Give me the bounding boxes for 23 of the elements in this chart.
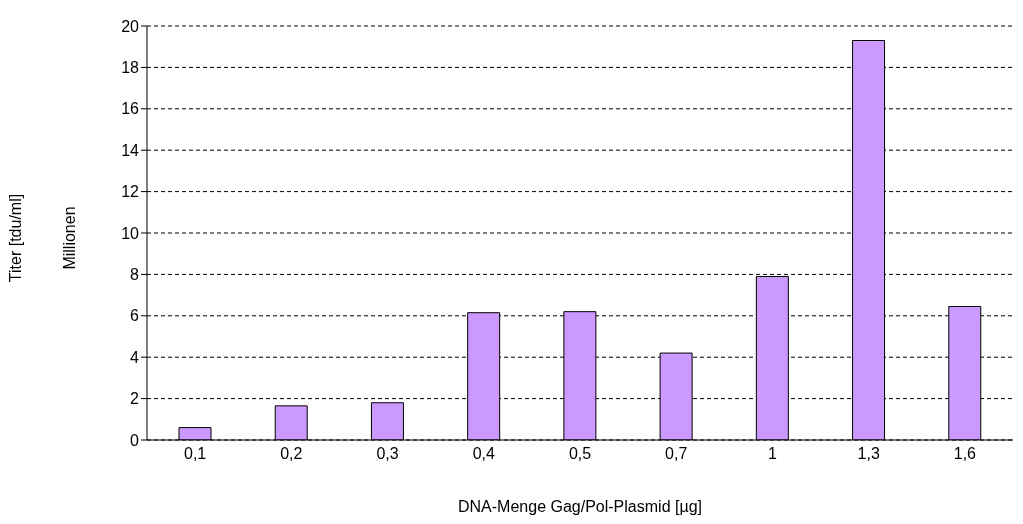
x-tick-label: 0,5 [568, 445, 592, 463]
y-tick-label: 16 [121, 100, 140, 118]
x-tick-label: 1,6 [953, 445, 977, 463]
y-tick-label: 10 [121, 224, 140, 242]
x-tick-label: 0,1 [183, 445, 207, 463]
x-tick-label: 0,4 [472, 445, 495, 463]
x-tick-label: 1,3 [857, 445, 880, 463]
x-tick-label: 0,2 [280, 445, 303, 463]
text: Millionen [61, 206, 79, 270]
y-tick-label: 14 [121, 141, 140, 159]
x-tick-label: 0,3 [376, 445, 399, 463]
text: Titer [tdu/ml] [7, 193, 25, 283]
x-axis-title: DNA-Menge Gag/Pol-Plasmid [µg] [458, 498, 702, 515]
y-tick-label: 4 [130, 348, 140, 366]
y-tick-label: 0 [130, 431, 140, 449]
y-tick-label: 12 [121, 183, 140, 201]
y-tick-label: 6 [130, 307, 140, 325]
y-tick-label: 20 [121, 17, 140, 35]
y-tick-label: 2 [130, 390, 140, 408]
x-tick-label: 0,7 [665, 445, 688, 463]
x-tick-label: 1 [767, 445, 777, 463]
y-tick-label: 8 [130, 266, 140, 284]
y-tick-label: 18 [121, 59, 140, 77]
